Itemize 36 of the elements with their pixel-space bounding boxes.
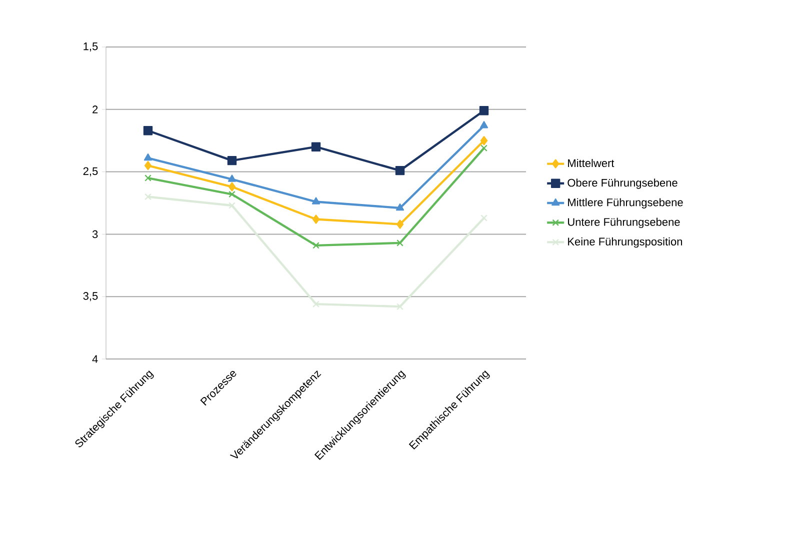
point <box>396 203 404 211</box>
point <box>228 174 236 182</box>
legend-label: Keine Führungsposition <box>568 237 682 248</box>
point <box>396 240 404 246</box>
point <box>228 190 236 198</box>
point <box>228 202 236 209</box>
y-tick-label: 2,5 <box>83 167 98 176</box>
point <box>480 121 488 128</box>
y-tick-label: 4 <box>92 355 98 363</box>
point <box>312 242 320 249</box>
point <box>228 182 236 192</box>
point <box>396 220 404 229</box>
point <box>144 193 152 200</box>
point <box>480 214 488 222</box>
point <box>144 160 152 170</box>
legend-label: Untere Führungsebene <box>568 218 680 228</box>
point <box>480 136 488 146</box>
point <box>312 197 320 204</box>
point <box>227 156 237 166</box>
y-tick-label: 2 <box>92 106 98 114</box>
point <box>395 166 405 176</box>
point <box>396 303 404 310</box>
point <box>480 144 488 152</box>
legend-label: Mittelwert <box>568 158 614 168</box>
y-tick-label: 3 <box>92 230 98 238</box>
point <box>312 300 320 308</box>
y-tick-label: 3,5 <box>83 292 98 302</box>
point <box>144 153 152 161</box>
legend-label: Obere Führungsebene <box>568 178 678 189</box>
point <box>479 106 489 116</box>
point <box>144 174 152 182</box>
legend-label: Mittlere Führungsebene <box>568 198 683 208</box>
point <box>143 126 153 136</box>
y-tick-label: 1,5 <box>84 42 98 52</box>
point <box>311 142 321 152</box>
point <box>312 214 320 224</box>
